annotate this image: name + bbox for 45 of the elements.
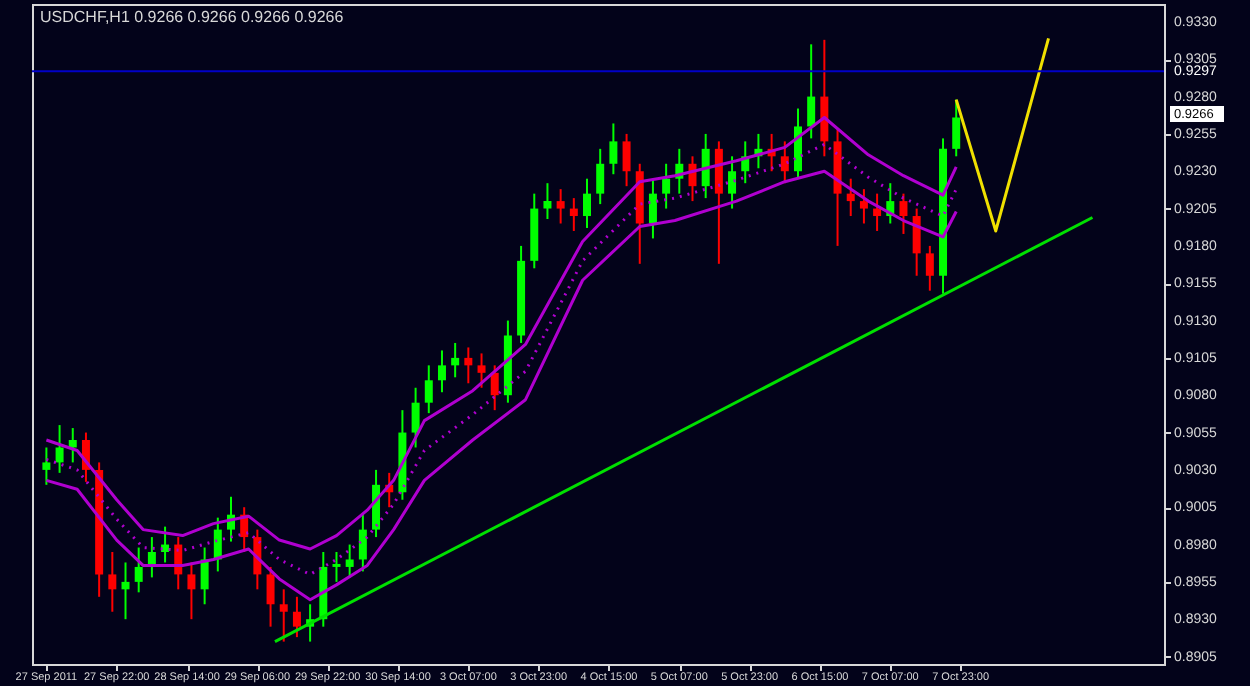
candlestick <box>846 177 855 218</box>
candlestick <box>121 561 130 621</box>
candlestick <box>952 98 961 158</box>
candlestick <box>451 341 460 379</box>
candlestick <box>662 162 671 210</box>
candlestick <box>807 43 816 140</box>
candlestick <box>187 561 196 621</box>
candlestick <box>780 140 789 185</box>
candlestick <box>477 352 486 389</box>
candlestick <box>411 386 420 449</box>
candlestick <box>912 207 921 277</box>
candlestick <box>714 140 723 265</box>
candlestick <box>345 543 354 579</box>
candlestick <box>266 565 275 628</box>
candlestick <box>292 595 301 639</box>
candlestick <box>701 132 710 200</box>
candlestick <box>609 122 618 176</box>
candlestick <box>200 546 209 606</box>
candlestick <box>925 244 934 292</box>
candlestick <box>424 364 433 415</box>
candlestick <box>899 192 908 235</box>
candlestick <box>55 424 64 474</box>
candlestick <box>543 182 552 221</box>
candlestick <box>332 551 341 583</box>
candlestick <box>108 551 117 613</box>
candlestick <box>873 192 882 232</box>
candlestick <box>728 155 737 210</box>
candlestick <box>490 364 499 412</box>
candlestick <box>648 177 657 240</box>
candlestick <box>464 346 473 385</box>
candlestick <box>569 197 578 232</box>
candlestick <box>859 188 868 225</box>
candlestick <box>68 427 77 464</box>
candlestick <box>42 446 51 486</box>
chart-title: USDCHF,H1 0.9266 0.9266 0.9266 0.9266 <box>40 8 345 26</box>
candlestick <box>793 107 802 180</box>
candlestick <box>596 147 605 206</box>
candlestick <box>583 177 592 229</box>
candlestick <box>134 546 143 594</box>
candlestick <box>279 588 288 643</box>
candlestick <box>820 38 829 158</box>
candlestick <box>358 513 367 573</box>
candlestick <box>622 132 631 188</box>
candlestick <box>556 188 565 225</box>
candlestick <box>437 349 446 394</box>
